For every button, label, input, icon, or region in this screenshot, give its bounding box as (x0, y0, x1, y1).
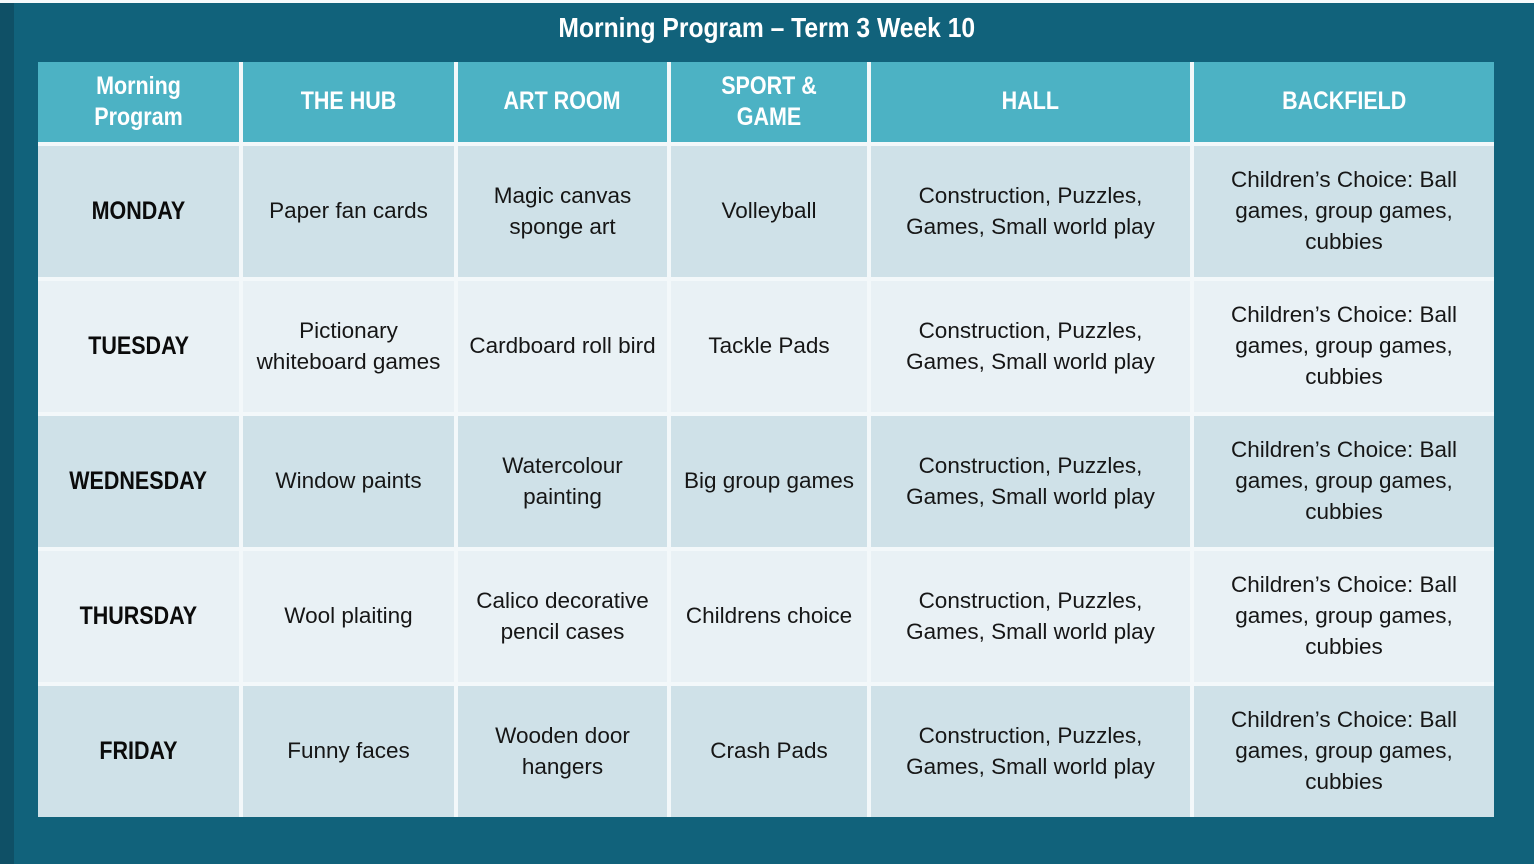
cell-friday-hall: Construction, Puzzles, Games, Small worl… (871, 686, 1190, 817)
cell-friday-the-hub: Funny faces (243, 686, 454, 817)
cell-thursday-hall: Construction, Puzzles, Games, Small worl… (871, 551, 1190, 682)
day-cell-monday: MONDAY (38, 146, 239, 277)
header-sport-and-game: SPORT & GAME (671, 62, 867, 142)
cell-tuesday-sport-and-game: Tackle Pads (671, 281, 867, 412)
top-border-line (0, 0, 1534, 3)
day-cell-tuesday: TUESDAY (38, 281, 239, 412)
cell-tuesday-art-room: Cardboard roll bird (458, 281, 667, 412)
day-cell-friday: FRIDAY (38, 686, 239, 817)
cell-tuesday-the-hub: Pictionary whiteboard games (243, 281, 454, 412)
page-title: Morning Program – Term 3 Week 10 (0, 12, 1534, 44)
cell-friday-backfield: Children’s Choice: Ball games, group gam… (1194, 686, 1494, 817)
header-art-room: ART ROOM (458, 62, 667, 142)
header-morning-program: Morning Program (38, 62, 239, 142)
cell-monday-the-hub: Paper fan cards (243, 146, 454, 277)
day-cell-wednesday: WEDNESDAY (38, 416, 239, 547)
cell-thursday-backfield: Children’s Choice: Ball games, group gam… (1194, 551, 1494, 682)
cell-wednesday-art-room: Watercolour painting (458, 416, 667, 547)
cell-monday-backfield: Children’s Choice: Ball games, group gam… (1194, 146, 1494, 277)
cell-wednesday-the-hub: Window paints (243, 416, 454, 547)
cell-wednesday-hall: Construction, Puzzles, Games, Small worl… (871, 416, 1190, 547)
cell-wednesday-sport-and-game: Big group games (671, 416, 867, 547)
left-edge-strip (0, 0, 14, 864)
header-the-hub: THE HUB (243, 62, 454, 142)
cell-monday-art-room: Magic canvas sponge art (458, 146, 667, 277)
cell-thursday-the-hub: Wool plaiting (243, 551, 454, 682)
cell-thursday-sport-and-game: Childrens choice (671, 551, 867, 682)
cell-wednesday-backfield: Children’s Choice: Ball games, group gam… (1194, 416, 1494, 547)
schedule-table: Morning Program THE HUB ART ROOM SPORT &… (38, 62, 1494, 817)
day-cell-thursday: THURSDAY (38, 551, 239, 682)
page-title-text: Morning Program – Term 3 Week 10 (558, 12, 976, 43)
header-backfield: BACKFIELD (1194, 62, 1494, 142)
cell-monday-hall: Construction, Puzzles, Games, Small worl… (871, 146, 1190, 277)
cell-friday-art-room: Wooden door hangers (458, 686, 667, 817)
cell-friday-sport-and-game: Crash Pads (671, 686, 867, 817)
cell-tuesday-backfield: Children’s Choice: Ball games, group gam… (1194, 281, 1494, 412)
cell-monday-sport-and-game: Volleyball (671, 146, 867, 277)
header-hall: HALL (871, 62, 1190, 142)
cell-thursday-art-room: Calico decorative pencil cases (458, 551, 667, 682)
cell-tuesday-hall: Construction, Puzzles, Games, Small worl… (871, 281, 1190, 412)
